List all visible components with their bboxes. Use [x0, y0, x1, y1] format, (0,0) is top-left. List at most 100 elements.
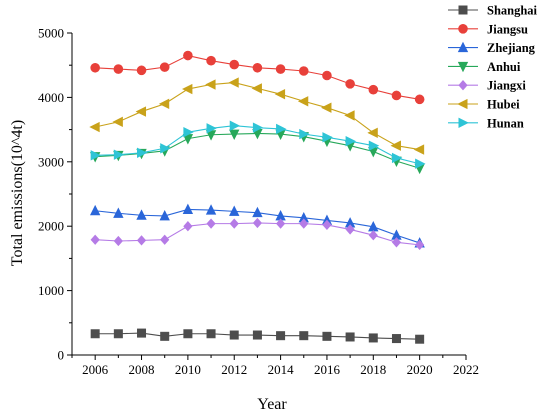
- legend-marker-hunan: [458, 117, 469, 128]
- x-tick-label: 2014: [268, 362, 295, 377]
- data-point-zhejiang: [182, 203, 194, 214]
- legend-marker-jiangsu: [458, 23, 468, 34]
- data-point-jiangsu: [113, 64, 124, 74]
- legend-marker-hubei: [457, 98, 468, 110]
- data-point-hunan: [345, 136, 356, 147]
- data-point-zhejiang: [205, 204, 217, 215]
- data-point-shanghai: [137, 328, 147, 338]
- data-point-hunan: [90, 150, 102, 161]
- data-point-hunan: [415, 158, 426, 169]
- legend-item-jiangxi: Jiangxi: [448, 79, 526, 93]
- data-point-jiangxi: [183, 221, 193, 232]
- data-point-shanghai: [368, 333, 378, 343]
- series-hubei: [89, 77, 425, 155]
- data-point-hubei: [344, 110, 355, 121]
- legend-item-hubei: Hubei: [448, 98, 520, 112]
- data-point-jiangsu: [345, 79, 355, 89]
- data-point-jiangsu: [414, 94, 425, 105]
- data-point-jiangsu: [229, 59, 240, 70]
- data-point-hunan: [276, 123, 287, 135]
- data-point-shanghai: [322, 331, 332, 341]
- data-point-jiangxi: [391, 237, 402, 248]
- data-point-hubei: [274, 88, 286, 100]
- data-point-hubei: [321, 102, 332, 113]
- legend-marker-jiangxi: [458, 80, 468, 91]
- legend-label-hunan: Hunan: [487, 116, 524, 130]
- data-point-anhui: [229, 129, 240, 140]
- legend-marker-anhui: [457, 61, 469, 73]
- legend-item-shanghai: Shanghai: [448, 4, 538, 18]
- data-point-zhejiang: [136, 209, 147, 220]
- data-point-jiangxi: [90, 234, 100, 245]
- legend-label-hubei: Hubei: [487, 98, 520, 112]
- data-point-hunan: [252, 122, 264, 133]
- data-point-jiangsu: [159, 62, 170, 72]
- data-point-hunan: [160, 143, 171, 154]
- x-axis-ticks: 2006 2008 2010 2012 2014 2016 2018 2020 2022: [71, 355, 479, 377]
- data-point-jiangsu: [391, 90, 402, 101]
- data-point-zhejiang: [252, 206, 263, 218]
- series-shanghai: [90, 328, 425, 344]
- data-point-jiangsu: [322, 70, 332, 81]
- data-point-hubei: [112, 116, 123, 128]
- data-point-jiangxi: [275, 218, 286, 229]
- legend-item-zhejiang: Zhejiang: [448, 41, 536, 55]
- data-point-hunan: [183, 126, 194, 138]
- data-point-hubei: [251, 83, 262, 94]
- legend-label-zhejiang: Zhejiang: [487, 41, 536, 55]
- series-zhejiang: [89, 203, 425, 248]
- data-point-shanghai: [113, 329, 123, 339]
- data-point-hubei: [413, 144, 425, 155]
- y-tick-label: 1000: [38, 283, 64, 298]
- data-point-hubei: [205, 79, 216, 90]
- data-point-hunan: [322, 132, 333, 143]
- data-point-zhejiang: [89, 204, 101, 216]
- series-hunan: [90, 120, 426, 169]
- data-point-hubei: [228, 77, 239, 88]
- y-tick-label: 0: [58, 348, 65, 363]
- x-axis-title: Year: [257, 396, 287, 413]
- x-tick-label: 2006: [82, 362, 109, 377]
- plot-frame: [71, 33, 466, 356]
- series-jiangsu: [90, 50, 425, 105]
- legend-label-shanghai: Shanghai: [487, 4, 538, 18]
- y-tick-label: 3000: [38, 154, 64, 169]
- legend-item-hunan: Hunan: [448, 116, 524, 130]
- legend-label-anhui: Anhui: [487, 60, 521, 74]
- x-tick-label: 2010: [175, 362, 201, 377]
- data-point-jiangxi: [415, 239, 425, 251]
- legend: Shanghai Jiangsu Zhejiang Anhui Jiangxi Hubei…: [448, 4, 538, 130]
- legend-item-jiangsu: Jiangsu: [448, 22, 528, 36]
- data-point-shanghai: [252, 330, 262, 340]
- data-point-jiangsu: [252, 62, 263, 73]
- data-point-hunan: [391, 152, 403, 164]
- data-point-jiangsu: [368, 84, 379, 95]
- data-point-hubei: [182, 83, 193, 95]
- data-point-hunan: [137, 147, 148, 158]
- data-point-jiangxi: [299, 218, 309, 229]
- data-point-shanghai: [345, 332, 355, 342]
- data-point-jiangxi: [113, 235, 123, 247]
- data-point-jiangxi: [368, 230, 378, 241]
- x-tick-label: 2020: [407, 362, 433, 377]
- data-point-shanghai: [206, 329, 216, 339]
- data-point-shanghai: [160, 331, 170, 341]
- data-point-zhejiang: [113, 207, 124, 218]
- data-point-jiangxi: [206, 218, 216, 229]
- data-point-jiangxi: [322, 219, 332, 231]
- data-point-hubei: [367, 127, 378, 139]
- data-point-jiangsu: [136, 65, 147, 76]
- data-point-jiangsu: [90, 62, 100, 73]
- data-point-shanghai: [276, 331, 286, 341]
- data-point-jiangsu: [298, 66, 309, 76]
- data-point-hubei: [390, 140, 401, 151]
- data-point-hunan: [368, 140, 380, 151]
- legend-marker-shanghai: [458, 5, 468, 15]
- data-point-jiangsu: [206, 55, 216, 66]
- data-point-jiangsu: [275, 64, 286, 74]
- data-point-shanghai: [391, 334, 401, 344]
- data-point-hubei: [89, 121, 100, 133]
- legend-item-anhui: Anhui: [448, 60, 521, 74]
- series-jiangxi: [90, 217, 425, 251]
